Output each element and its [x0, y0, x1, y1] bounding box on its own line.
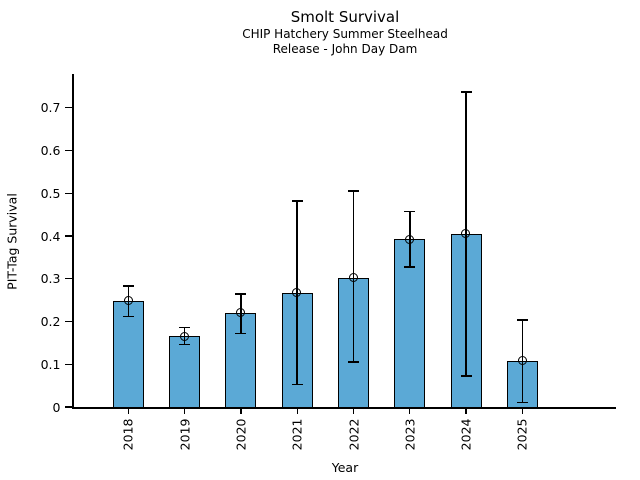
x-tick-label: 2019	[177, 418, 193, 451]
point-marker-2025	[517, 356, 527, 366]
x-axis-label: Year	[331, 460, 359, 475]
x-tick-mark	[296, 407, 298, 414]
chart-subtitle-line2: Release - John Day Dam	[272, 42, 418, 56]
x-tick-mark	[409, 407, 411, 414]
x-tick-label: 2025	[514, 418, 530, 451]
x-tick-mark	[352, 407, 355, 414]
y-tick-mark	[65, 149, 72, 152]
y-tick-label: 0.3	[40, 271, 61, 287]
point-marker-2019	[179, 331, 189, 341]
y-tick-mark	[65, 363, 72, 365]
error-cap-top-2019	[179, 326, 191, 329]
error-cap-bottom-2024	[460, 375, 472, 377]
error-cap-bottom-2019	[179, 343, 191, 346]
error-cap-bottom-2025	[516, 401, 528, 404]
point-marker-2024	[461, 229, 471, 239]
x-tick-mark	[127, 407, 129, 414]
error-cap-bottom-2018	[122, 315, 134, 318]
error-cap-top-2025	[516, 319, 528, 321]
error-cap-top-2018	[122, 285, 134, 287]
error-cap-top-2023	[404, 210, 416, 213]
error-cap-bottom-2020	[235, 332, 247, 335]
x-tick-label: 2021	[289, 418, 305, 451]
y-tick-mark	[65, 235, 72, 237]
error-cap-bottom-2021	[291, 383, 303, 386]
error-cap-top-2024	[460, 91, 472, 93]
point-marker-2021	[292, 288, 302, 298]
y-tick-label: 0.2	[40, 314, 61, 329]
x-tick-label: 2024	[458, 418, 474, 451]
y-axis-spine	[72, 74, 74, 409]
x-tick-label: 2020	[233, 418, 249, 451]
y-tick-mark	[65, 192, 72, 194]
title-block: Smolt Survival CHIP Hatchery Summer Stee…	[74, 8, 616, 57]
point-marker-2020	[236, 308, 246, 318]
chart-title: Smolt Survival	[290, 8, 400, 26]
error-cap-top-2021	[291, 200, 303, 202]
y-tick-mark	[65, 320, 72, 323]
y-tick-label: 0.5	[40, 185, 61, 201]
x-tick-label: 2022	[346, 418, 361, 451]
chart-subtitle-line1: CHIP Hatchery Summer Steelhead	[242, 27, 448, 41]
x-tick-mark	[183, 407, 186, 414]
error-cap-top-2022	[348, 190, 359, 192]
y-tick-label: 0.4	[40, 228, 61, 244]
bar-2019	[169, 336, 201, 408]
point-marker-2022	[348, 273, 358, 283]
y-tick-mark	[65, 278, 72, 280]
x-tick-mark	[240, 407, 242, 414]
point-marker-2023	[405, 234, 414, 244]
y-tick-label: 0	[52, 399, 61, 415]
point-marker-2018	[123, 296, 133, 306]
y-tick-mark	[65, 107, 72, 109]
y-tick-label: 0.6	[40, 143, 61, 159]
error-cap-bottom-2023	[404, 266, 416, 268]
y-tick-label: 0.7	[40, 100, 61, 116]
error-cap-top-2020	[235, 293, 247, 295]
y-axis-label: PIT-Tag Survival	[4, 193, 20, 290]
x-tick-label: 2023	[402, 418, 418, 451]
y-tick-mark	[65, 406, 72, 408]
bar-2018	[112, 300, 144, 408]
y-tick-label: 0.1	[40, 356, 61, 372]
plot-area: 0 0.1 0.2 0.3 0.4 0.5 0.6 0.7 2018 2019 2020 2021 20…	[41, 74, 616, 450]
x-tick-mark	[521, 407, 524, 414]
x-tick-mark	[465, 407, 467, 414]
x-tick-label: 2018	[120, 418, 136, 451]
error-cap-bottom-2022	[348, 361, 359, 363]
